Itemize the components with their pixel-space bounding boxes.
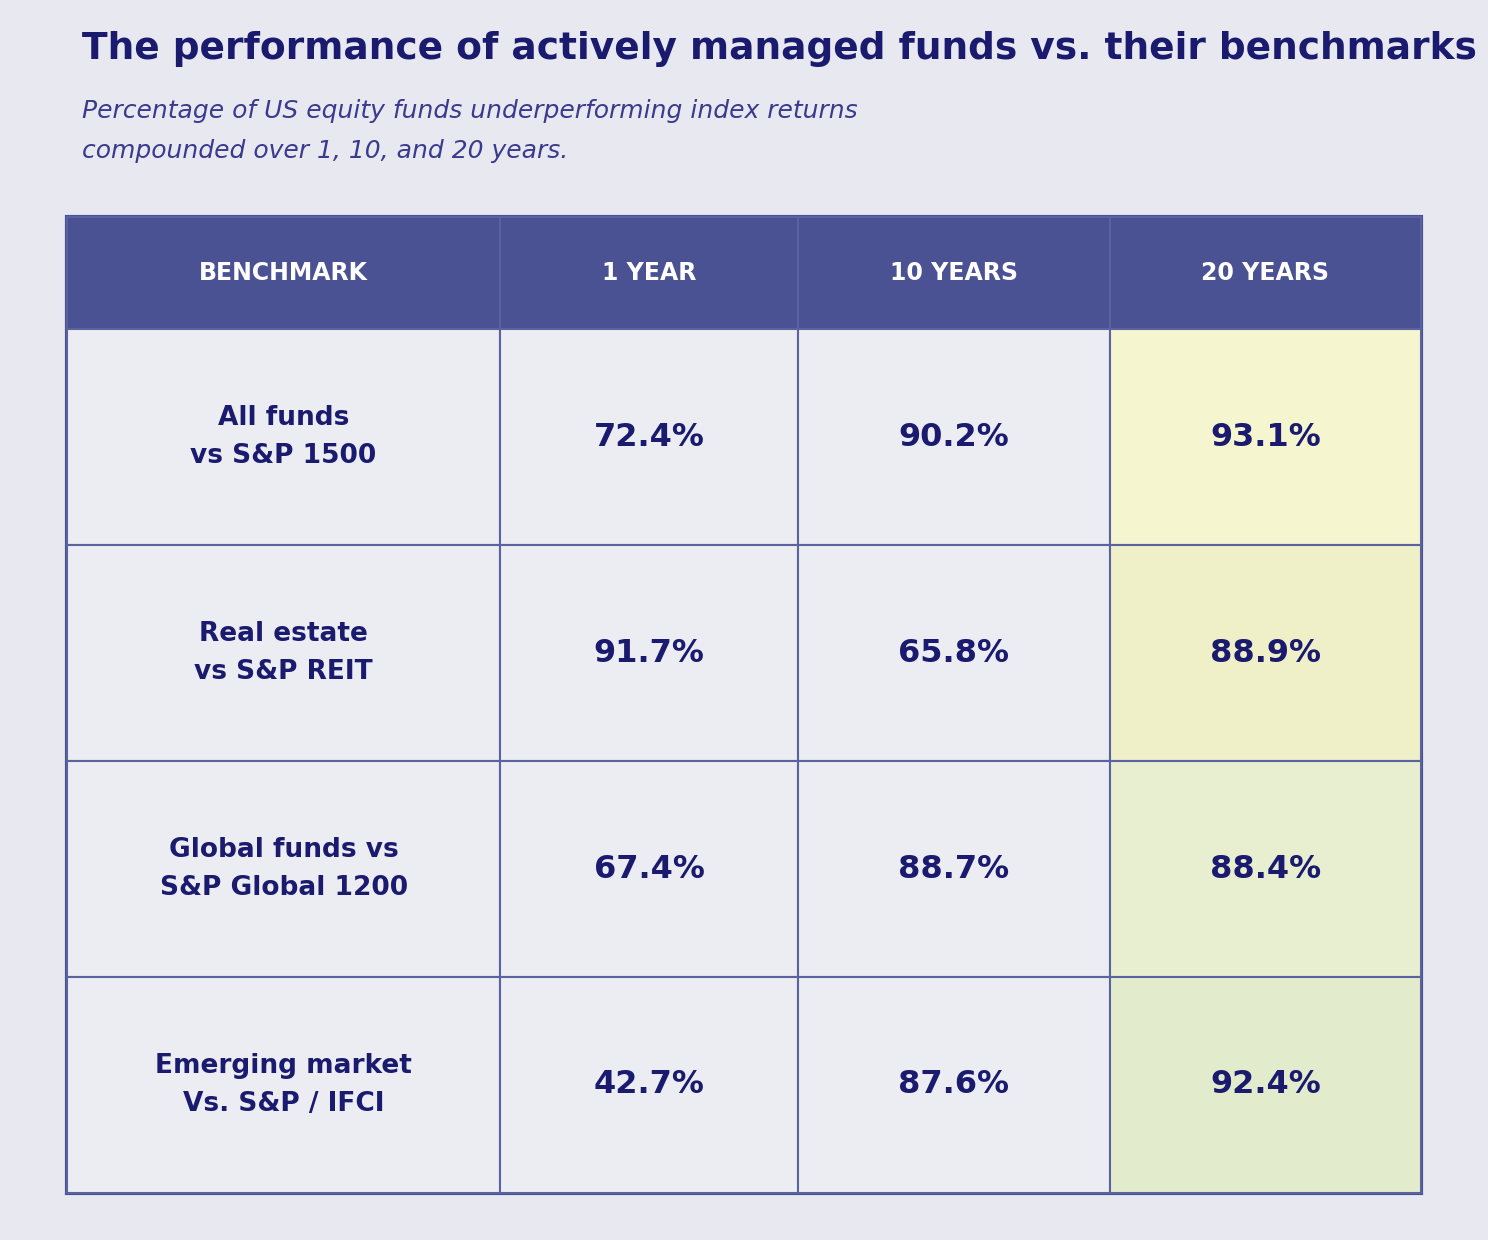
Text: 88.9%: 88.9% xyxy=(1210,637,1321,668)
Text: Emerging market
Vs. S&P / IFCI: Emerging market Vs. S&P / IFCI xyxy=(155,1053,412,1117)
Text: compounded over 1, 10, and 20 years.: compounded over 1, 10, and 20 years. xyxy=(82,139,568,162)
Text: 10 YEARS: 10 YEARS xyxy=(890,262,1018,285)
Text: Real estate
vs S&P REIT: Real estate vs S&P REIT xyxy=(195,621,373,684)
Text: 87.6%: 87.6% xyxy=(899,1069,1009,1100)
Text: 20 YEARS: 20 YEARS xyxy=(1201,262,1329,285)
Text: 90.2%: 90.2% xyxy=(899,422,1009,453)
Text: All funds
vs S&P 1500: All funds vs S&P 1500 xyxy=(190,405,376,469)
Text: 91.7%: 91.7% xyxy=(594,637,705,668)
Text: BENCHMARK: BENCHMARK xyxy=(199,262,368,285)
Text: 42.7%: 42.7% xyxy=(594,1069,705,1100)
Text: 72.4%: 72.4% xyxy=(594,422,705,453)
Text: 92.4%: 92.4% xyxy=(1210,1069,1321,1100)
Text: 93.1%: 93.1% xyxy=(1210,422,1321,453)
Text: The performance of actively managed funds vs. their benchmarks: The performance of actively managed fund… xyxy=(82,31,1476,67)
Text: 65.8%: 65.8% xyxy=(899,637,1009,668)
Text: Global funds vs
S&P Global 1200: Global funds vs S&P Global 1200 xyxy=(159,837,408,901)
Text: Percentage of US equity funds underperforming index returns: Percentage of US equity funds underperfo… xyxy=(82,99,857,123)
Text: 88.4%: 88.4% xyxy=(1210,853,1321,884)
Text: 67.4%: 67.4% xyxy=(594,853,705,884)
Text: 1 YEAR: 1 YEAR xyxy=(603,262,696,285)
Text: 88.7%: 88.7% xyxy=(899,853,1009,884)
